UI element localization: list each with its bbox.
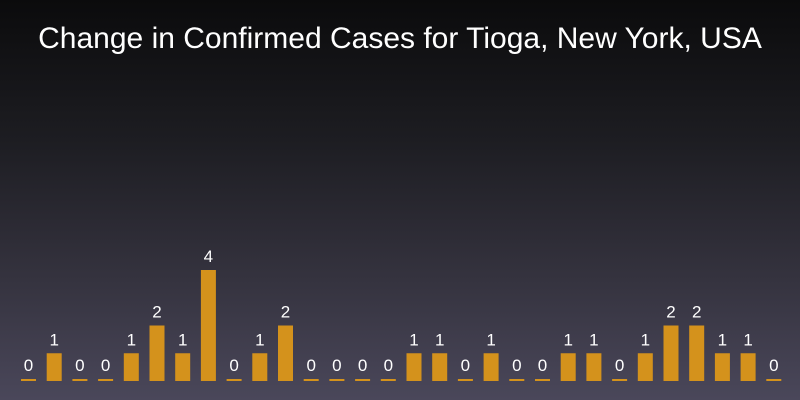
data-label-0: 0: [24, 356, 33, 375]
data-label-11: 0: [306, 356, 315, 375]
bar-3: [98, 379, 114, 381]
data-label-15: 1: [409, 330, 418, 349]
bar-19: [509, 379, 525, 381]
bar-11: [303, 379, 319, 381]
bar-26: [689, 325, 705, 381]
bar-14: [380, 379, 396, 381]
data-label-16: 1: [435, 330, 444, 349]
data-label-1: 1: [49, 330, 58, 349]
data-label-23: 0: [615, 356, 624, 375]
bar-9: [252, 353, 268, 381]
bar-2: [72, 379, 88, 381]
data-label-4: 1: [127, 330, 136, 349]
bar-17: [457, 379, 473, 381]
data-label-2: 0: [75, 356, 84, 375]
bar-0: [21, 379, 36, 381]
bar-20: [535, 379, 550, 381]
bar-10: [278, 325, 293, 381]
bar-7: [200, 270, 216, 381]
data-label-7: 4: [204, 247, 213, 266]
data-label-5: 2: [152, 303, 161, 322]
data-label-25: 2: [666, 303, 675, 322]
data-label-27: 1: [718, 330, 727, 349]
bar-29: [766, 379, 782, 381]
bar-1: [46, 353, 62, 381]
bar-18: [483, 353, 499, 381]
bars-group: [21, 270, 782, 381]
data-label-24: 1: [641, 330, 650, 349]
bar-22: [586, 353, 602, 381]
chart-title: Change in Confirmed Cases for Tioga, New…: [38, 22, 762, 55]
data-label-8: 0: [229, 356, 238, 375]
bar-13: [355, 379, 371, 381]
data-label-18: 1: [486, 330, 495, 349]
data-label-29: 0: [769, 356, 778, 375]
data-label-22: 1: [589, 330, 598, 349]
data-label-3: 0: [101, 356, 110, 375]
bar-12: [329, 379, 345, 381]
bar-28: [740, 353, 756, 381]
data-label-10: 2: [281, 303, 290, 322]
bar-8: [226, 379, 242, 381]
bar-6: [175, 353, 191, 381]
data-label-28: 1: [743, 330, 752, 349]
data-label-6: 1: [178, 330, 187, 349]
data-label-14: 0: [384, 356, 393, 375]
bar-24: [637, 353, 653, 381]
data-label-12: 0: [332, 356, 341, 375]
bar-23: [612, 379, 628, 381]
data-label-26: 2: [692, 303, 701, 322]
data-label-19: 0: [512, 356, 521, 375]
bar-21: [560, 353, 576, 381]
data-label-17: 0: [461, 356, 470, 375]
bar-5: [149, 325, 165, 381]
data-label-21: 1: [563, 330, 572, 349]
data-label-13: 0: [358, 356, 367, 375]
bar-25: [663, 325, 679, 381]
bar-4: [123, 353, 139, 381]
bar-16: [432, 353, 448, 381]
data-label-20: 0: [538, 356, 547, 375]
bar-15: [406, 353, 422, 381]
data-label-9: 1: [255, 330, 264, 349]
bar-27: [714, 353, 730, 381]
